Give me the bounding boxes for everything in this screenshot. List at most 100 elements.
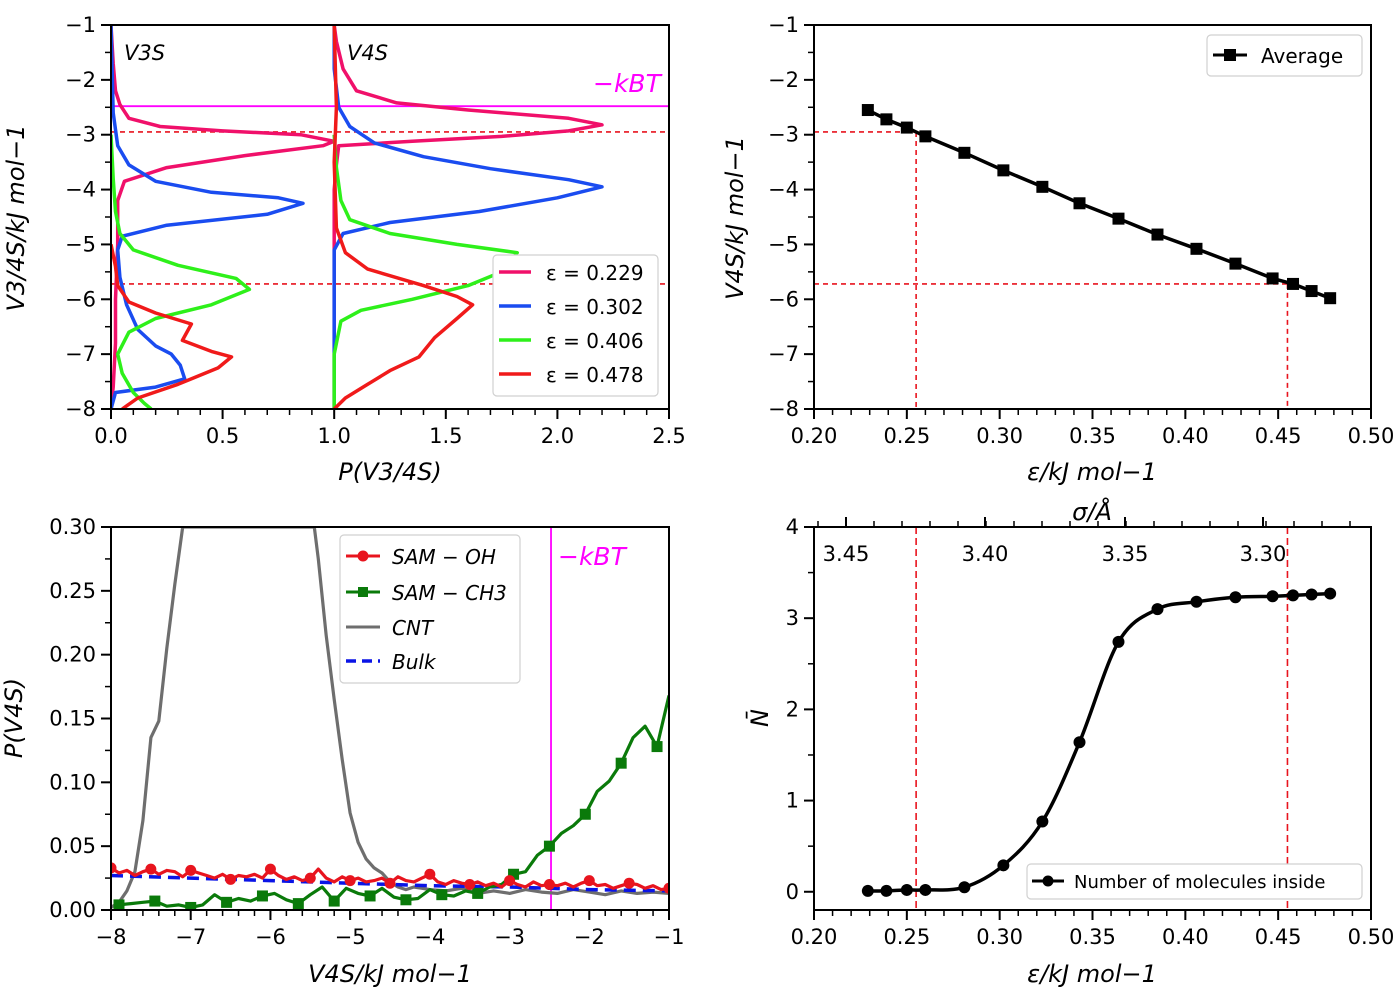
average-point-3 (919, 130, 932, 143)
sam-ch3-point-15 (292, 898, 304, 910)
molecules-point-2 (900, 883, 913, 896)
panel-a-ytick-label-6: −2 (65, 68, 96, 92)
sam-oh-point-25 (304, 872, 316, 884)
legend-marker-sam-oh (357, 550, 369, 562)
panel-d-xtick-label-0: 0.20 (791, 925, 838, 949)
molecules-point-15 (1324, 587, 1337, 600)
panel-d-top-tick-label-2: 3.35 (1102, 542, 1149, 566)
sam-ch3-point-21 (364, 890, 376, 902)
panel-b-ytick-label-2: −6 (768, 287, 799, 311)
panel-a-ytick-label-7: −1 (65, 13, 96, 37)
panel-d-plot-area: 0.20 0.25 0.30 0.35 0.40 0.45 0.50 0 1 2 3 4 3.45 3.4… (786, 515, 1395, 949)
sam-ch3-point-6 (185, 901, 197, 910)
panel-b-plot-area: 0.20 0.25 0.30 0.35 0.40 0.45 0.50 −8 −7 −6 −5 −4 −3… (768, 13, 1394, 448)
legend-label-eps-0302: ε = 0.302 (546, 295, 644, 319)
panel-d-legend: Number of molecules inside (1026, 863, 1363, 900)
panel-a-ylabel: V3/4S/kJ mol−1 (2, 124, 30, 311)
legend-marker-average (1224, 49, 1236, 61)
panel-d-xtick-label-4: 0.40 (1162, 925, 1209, 949)
average-point-5 (997, 164, 1010, 177)
panel-a-frame (110, 24, 670, 410)
legend-label-molecules: Number of molecules inside (1074, 872, 1326, 893)
series-cnt (111, 527, 669, 909)
molecules-point-9 (1151, 603, 1164, 616)
average-point-9 (1151, 228, 1164, 241)
molecules-point-13 (1287, 589, 1300, 602)
molecules-point-10 (1190, 595, 1203, 608)
panel-a-legend-box (492, 254, 659, 397)
panel-b: V4S/kJ mol−1 ε/kJ mol−1 0.20 0.25 0.30 0.35… (721, 13, 1394, 486)
panel-d-top-tick-label-1: 3.40 (962, 542, 1009, 566)
average-point-12 (1266, 272, 1279, 285)
panel-c-ytick-label-1: 0.05 (49, 834, 96, 858)
panel-d-ytick-label-2: 2 (786, 697, 799, 721)
panel-a: V3/4S/kJ mol−1 P(V3/4S) V3S V4S −kBT 0.0… (2, 13, 686, 486)
legend-label-bulk: Bulk (392, 650, 437, 674)
panel-c-ytick-label-4: 0.20 (49, 643, 96, 667)
panel-c-legend: SAM − OH SAM − CH3 CNT Bulk (339, 534, 521, 684)
sam-ch3-point-36 (543, 840, 555, 852)
molecules-point-11 (1229, 591, 1242, 604)
panel-d-xtick-label-2: 0.30 (976, 925, 1023, 949)
panel-b-ytick-label-5: −3 (768, 123, 799, 147)
sam-ch3-point-9 (221, 896, 233, 908)
panel-c-ytick-label-2: 0.10 (49, 770, 96, 794)
sam-oh-point-40 (424, 868, 436, 880)
panel-c-xtick-label-5: −3 (494, 925, 525, 949)
sam-ch3-point-24 (400, 894, 412, 906)
legend-label-sam-ch3: SAM − CH3 (392, 581, 507, 605)
sam-ch3-point-3 (149, 895, 161, 907)
panel-a-v3s-label: V3S (124, 41, 165, 65)
panel-d-xtick-label-1: 0.25 (883, 925, 930, 949)
sam-ch3-point-0 (113, 899, 125, 910)
sam-ch3-point-27 (436, 889, 448, 901)
panel-b-legend: Average (1206, 34, 1363, 77)
panel-d-top-tick-label-0: 3.45 (823, 542, 870, 566)
panel-a-xtick-label-1: 0.5 (206, 424, 239, 448)
panel-c-xtick-label-2: −6 (255, 925, 286, 949)
sam-oh-point-55 (543, 878, 555, 890)
panel-c-ylabel: P(V4S) (0, 678, 28, 758)
legend-label-sam-oh: SAM − OH (392, 545, 496, 569)
series-0-478-v4s (332, 25, 475, 409)
panel-c-kbt-label: −kBT (558, 542, 628, 571)
panel-b-xlabel: ε/kJ mol−1 (1027, 458, 1157, 486)
panel-c: P(V4S) V4S/kJ mol−1 −kBT −8 −7 −6 −5 −4 −3 −2−… (0, 515, 684, 988)
panel-a-xtick-label-2: 1.0 (317, 424, 350, 448)
average-point-13 (1287, 277, 1300, 290)
series-0-229-v3s (111, 25, 336, 409)
series-bulk (111, 873, 669, 893)
panel-a-ytick-label-2: −6 (65, 287, 96, 311)
panel-c-ytick-label-3: 0.15 (49, 707, 96, 731)
panel-b-ytick-label-6: −2 (768, 68, 799, 92)
panel-b-xtick-label-2: 0.30 (976, 424, 1023, 448)
average-point-8 (1112, 212, 1125, 225)
molecules-point-7 (1073, 736, 1086, 749)
sam-oh-point-20 (264, 863, 276, 875)
panel-c-xtick-label-4: −4 (414, 925, 445, 949)
panel-a-xlabel: P(V3/4S) (338, 458, 441, 486)
sam-oh-point-70 (663, 882, 669, 894)
sam-oh-point-15 (225, 873, 237, 885)
average-point-7 (1073, 197, 1086, 210)
average-point-0 (861, 104, 874, 117)
sam-oh-point-5 (145, 863, 157, 875)
panel-c-xtick-label-0: −8 (96, 925, 127, 949)
panel-a-xtick-label-3: 1.5 (429, 424, 462, 448)
average-point-6 (1036, 180, 1049, 193)
legend-label-eps-0406: ε = 0.406 (546, 329, 644, 353)
panel-b-xtick-label-5: 0.45 (1255, 424, 1302, 448)
panel-b-xtick-label-1: 0.25 (883, 424, 930, 448)
molecules-point-6 (1036, 815, 1049, 828)
panel-c-xtick-label-7: −1 (654, 925, 685, 949)
sam-ch3-point-45 (651, 741, 663, 753)
panel-c-ytick-label-0: 0.00 (49, 898, 96, 922)
legend-label-eps-0478: ε = 0.478 (546, 363, 644, 387)
panel-a-legend: ε = 0.229 ε = 0.302 ε = 0.406 ε = 0.478 (492, 254, 659, 397)
series-0-406-v3s (111, 134, 252, 409)
series-molecules-line (867, 591, 1331, 893)
panel-b-ytick-label-0: −8 (768, 397, 799, 421)
sam-oh-point-10 (185, 864, 197, 876)
panel-c-frame (110, 526, 670, 911)
